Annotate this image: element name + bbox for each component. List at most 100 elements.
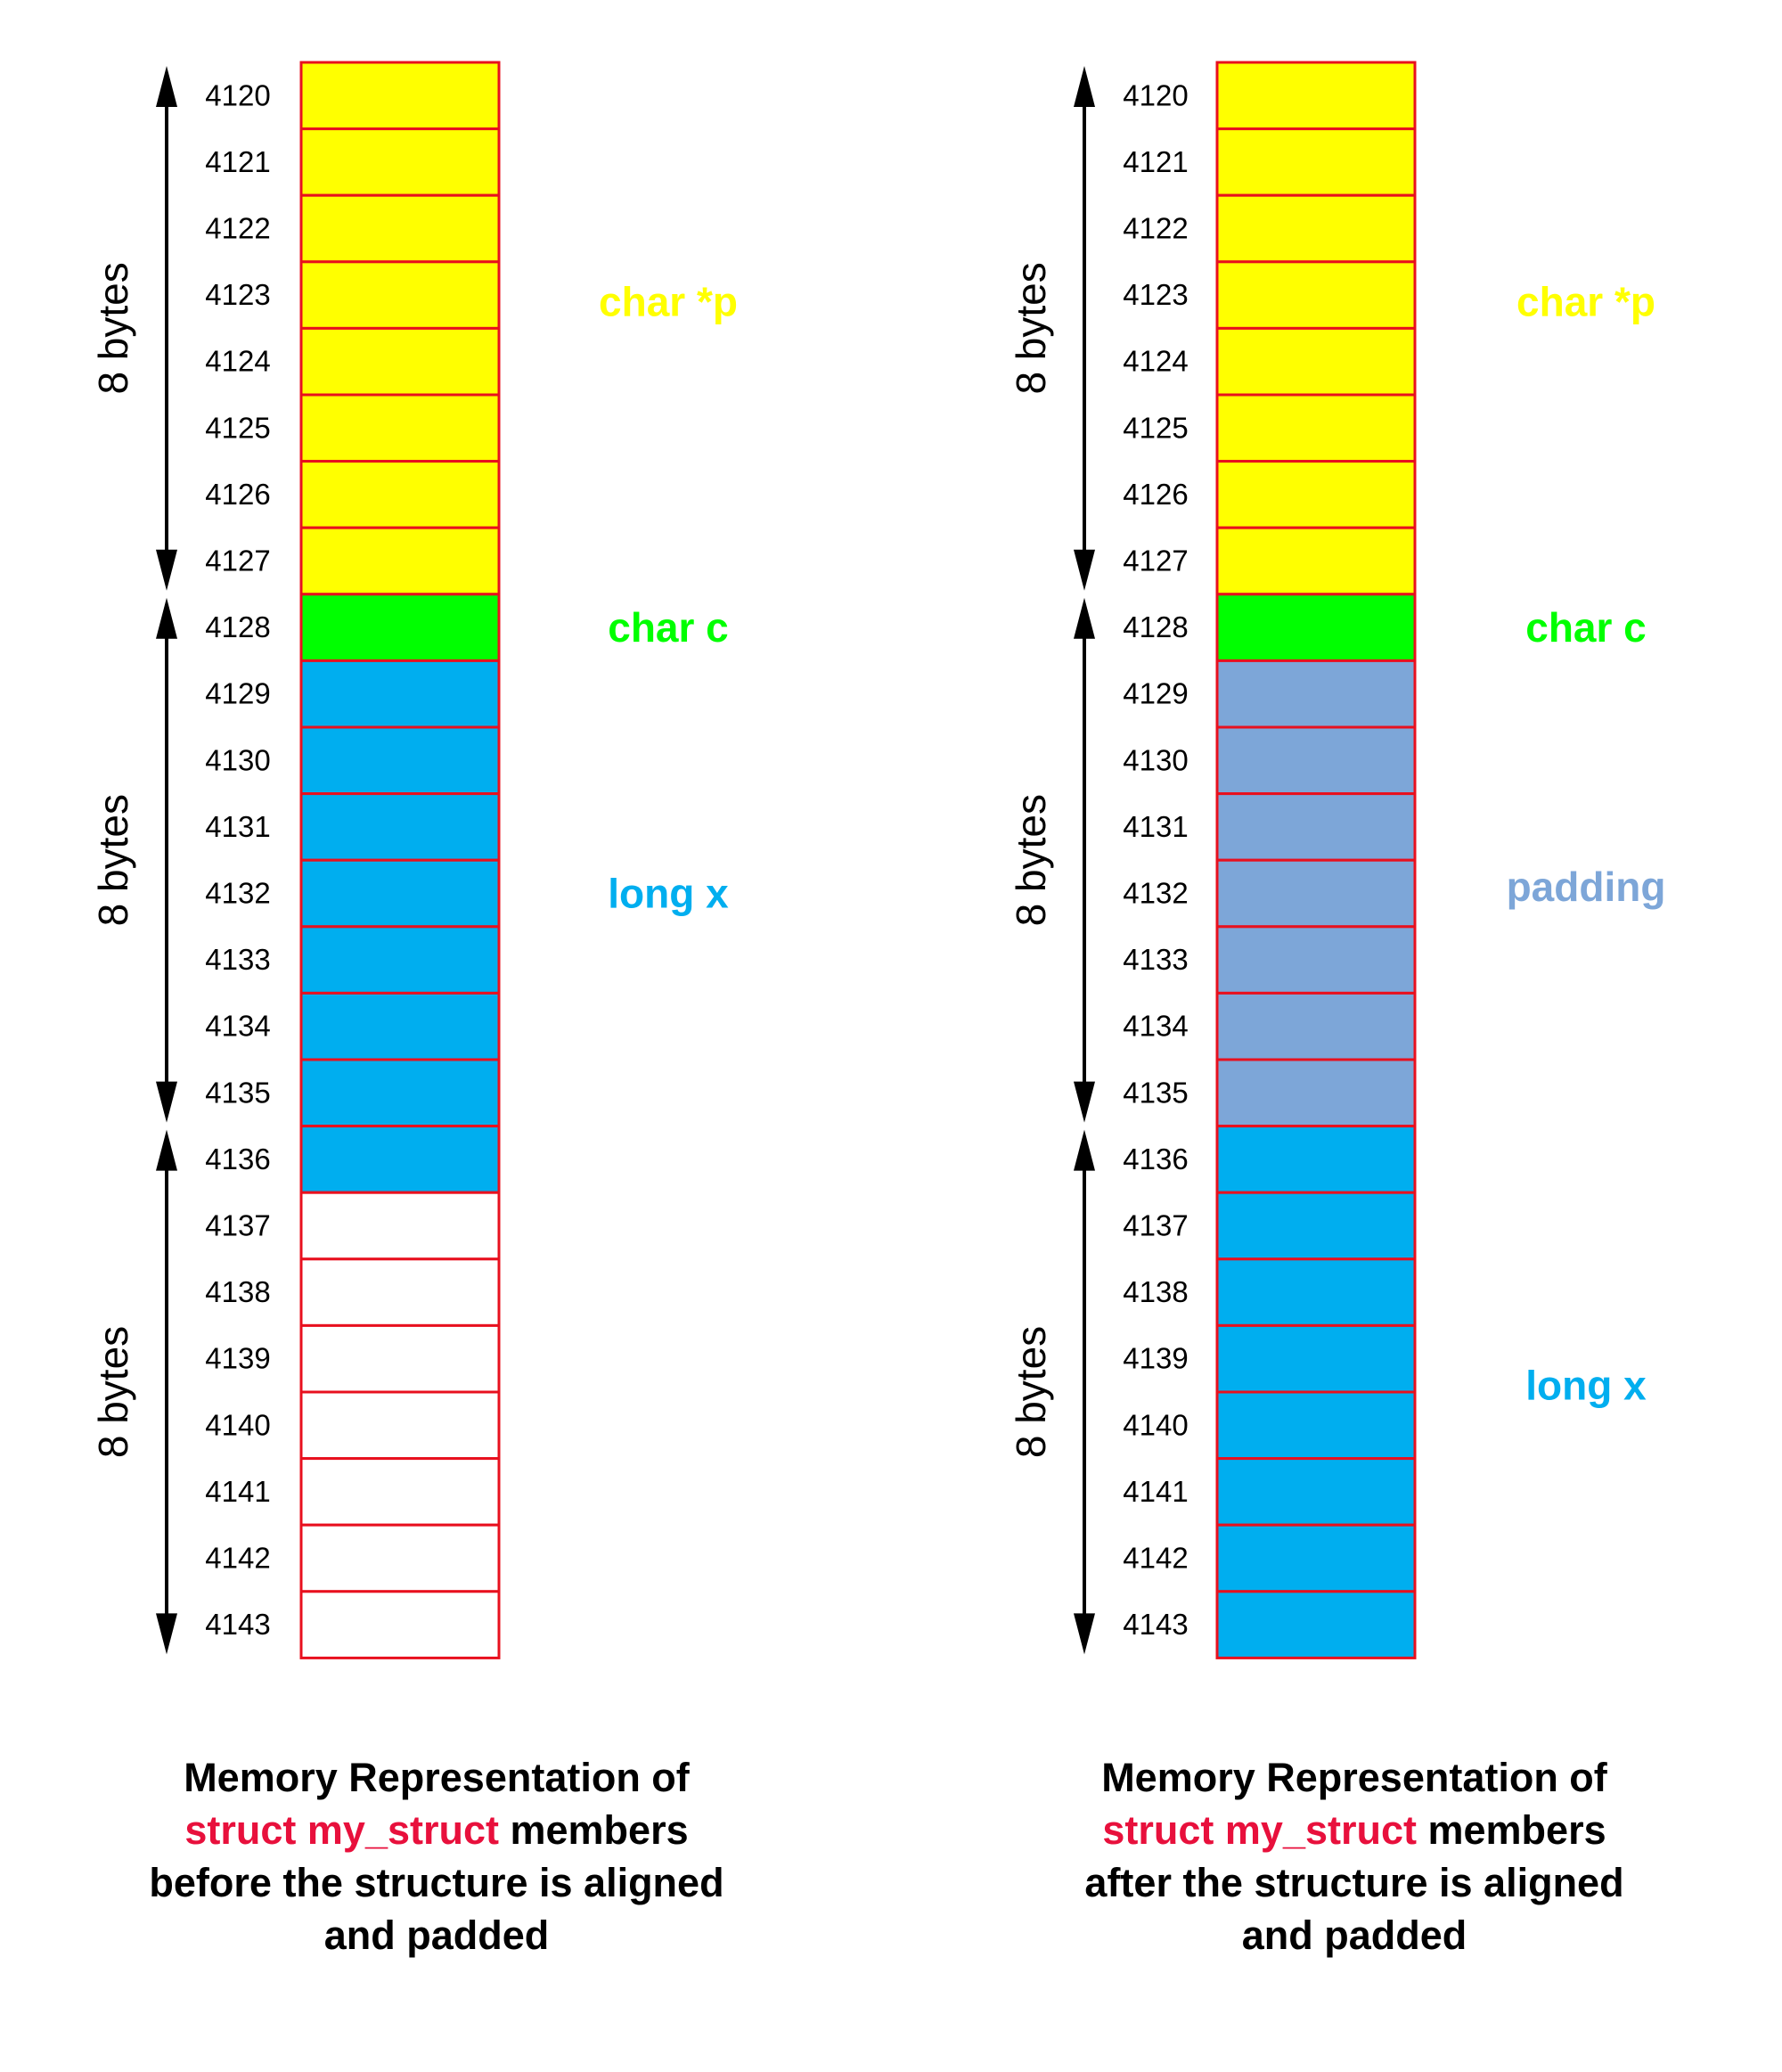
memory-cell-long: [299, 991, 501, 1061]
member-label-long: long x: [1525, 1363, 1647, 1409]
address-label: 4130: [205, 743, 270, 776]
address-label: 4125: [1123, 411, 1188, 444]
memory-cell-padding: [1215, 858, 1417, 929]
member-label-long: long x: [608, 871, 729, 917]
address-label: 4125: [205, 411, 270, 444]
address-label: 4143: [205, 1608, 270, 1641]
caption-line: before the structure is aligned: [149, 1860, 723, 1905]
memory-cell-pointer: [299, 193, 501, 264]
memory-cell-pointer: [299, 127, 501, 197]
memory-cell-pointer: [1215, 526, 1417, 596]
address-label: 4138: [1123, 1275, 1188, 1308]
panel-after: 4120 4121 4122 4123 4124 4125 4126 4127 4128 4129…: [1008, 61, 1666, 1958]
double-arrow-icon: [1074, 66, 1095, 591]
address-label: 4121: [1123, 145, 1188, 178]
caption-line: struct my_struct members: [184, 1807, 688, 1853]
memory-cell-padding: [1215, 792, 1417, 862]
address-label: 4133: [1123, 943, 1188, 976]
memory-cell-long: [299, 925, 501, 995]
address-label: 4136: [205, 1142, 270, 1175]
address-label: 4127: [1123, 545, 1188, 577]
address-label: 4127: [205, 545, 270, 577]
double-arrow-icon: [1074, 1129, 1095, 1655]
memory-cell-empty: [299, 1257, 501, 1327]
memory-cell-empty: [299, 1523, 501, 1593]
address-label: 4142: [1123, 1542, 1188, 1575]
caption-text: members: [1417, 1807, 1606, 1853]
struct-name: struct my_struct: [1102, 1807, 1417, 1853]
memory-cell-pointer: [1215, 326, 1417, 397]
caption-text: members: [499, 1807, 689, 1853]
address-label: 4122: [1123, 212, 1188, 245]
address-label: 4140: [205, 1408, 270, 1441]
memory-cell-pointer: [1215, 460, 1417, 529]
address-label: 4141: [205, 1475, 270, 1508]
address-label: 4140: [1123, 1408, 1188, 1441]
memory-cell-padding: [1215, 659, 1417, 729]
memory-cell-padding: [1215, 1058, 1417, 1128]
memory-cell-empty: [299, 1390, 501, 1461]
memory-cell-empty: [299, 1323, 501, 1394]
address-label: 4142: [205, 1542, 270, 1575]
address-label: 4139: [1123, 1342, 1188, 1375]
address-label: 4139: [205, 1342, 270, 1375]
memory-cell-long: [299, 1125, 501, 1194]
address-label: 4121: [205, 145, 270, 178]
memory-cell-pointer: [299, 326, 501, 397]
memory-cell-long: [299, 725, 501, 796]
member-label-pointer: char *p: [599, 279, 738, 325]
address-label: 4135: [205, 1076, 270, 1109]
member-label-char: char c: [1525, 604, 1647, 651]
memory-cell-pointer: [1215, 260, 1417, 330]
caption-line: Memory Representation of: [1101, 1755, 1608, 1800]
memory-cell-pointer: [299, 460, 501, 529]
caption: Memory Representation of struct my_struct…: [1084, 1755, 1623, 1958]
address-label: 4141: [1123, 1475, 1188, 1508]
double-arrow-icon: [156, 597, 177, 1123]
memory-cell-long: [1215, 1191, 1417, 1261]
address-label: 4137: [1123, 1209, 1188, 1242]
memory-cell-long: [299, 792, 501, 862]
bytes-label: 8 bytes: [90, 794, 136, 926]
memory-cell-long: [1215, 1125, 1417, 1194]
member-label-padding: padding: [1507, 864, 1666, 910]
address-label: 4131: [205, 810, 270, 843]
memory-cell-long: [1215, 1590, 1417, 1659]
address-label: 4123: [205, 278, 270, 311]
address-label: 4126: [205, 478, 270, 511]
address-label: 4134: [205, 1010, 270, 1043]
memory-cell-long: [299, 659, 501, 729]
caption-line: after the structure is aligned: [1084, 1860, 1623, 1905]
bytes-label: 8 bytes: [1008, 794, 1054, 926]
memory-cell-pointer: [299, 260, 501, 330]
address-label: 4120: [1123, 78, 1188, 111]
memory-cell-char: [299, 593, 501, 662]
memory-cell-pointer: [299, 61, 501, 131]
caption-line: Memory Representation of: [184, 1755, 691, 1800]
memory-cell-long: [299, 858, 501, 929]
memory-cell-padding: [1215, 925, 1417, 995]
memory-cell-pointer: [1215, 393, 1417, 463]
address-label: 4124: [1123, 345, 1188, 378]
memory-cell-pointer: [1215, 193, 1417, 264]
address-label: 4128: [1123, 610, 1188, 643]
bytes-label: 8 bytes: [90, 1326, 136, 1458]
address-label: 4128: [205, 610, 270, 643]
address-label: 4132: [1123, 877, 1188, 910]
memory-cell-long: [1215, 1523, 1417, 1593]
caption: Memory Representation of struct my_struct…: [149, 1755, 723, 1958]
address-label: 4129: [205, 677, 270, 710]
address-label: 4131: [1123, 810, 1188, 843]
address-label: 4138: [205, 1275, 270, 1308]
memory-cell-empty: [299, 1457, 501, 1527]
memory-cell-pointer: [1215, 61, 1417, 131]
double-arrow-icon: [1074, 597, 1095, 1123]
memory-cell-long: [1215, 1323, 1417, 1394]
panel-before: 4120 4121 4122 4123 4124 4125 4126 4127 4128 4129…: [90, 61, 738, 1958]
address-label: 4126: [1123, 478, 1188, 511]
member-label-char: char c: [608, 604, 729, 651]
memory-cell-long: [1215, 1457, 1417, 1527]
memory-cell-long: [1215, 1257, 1417, 1327]
memory-cell-pointer: [299, 393, 501, 463]
